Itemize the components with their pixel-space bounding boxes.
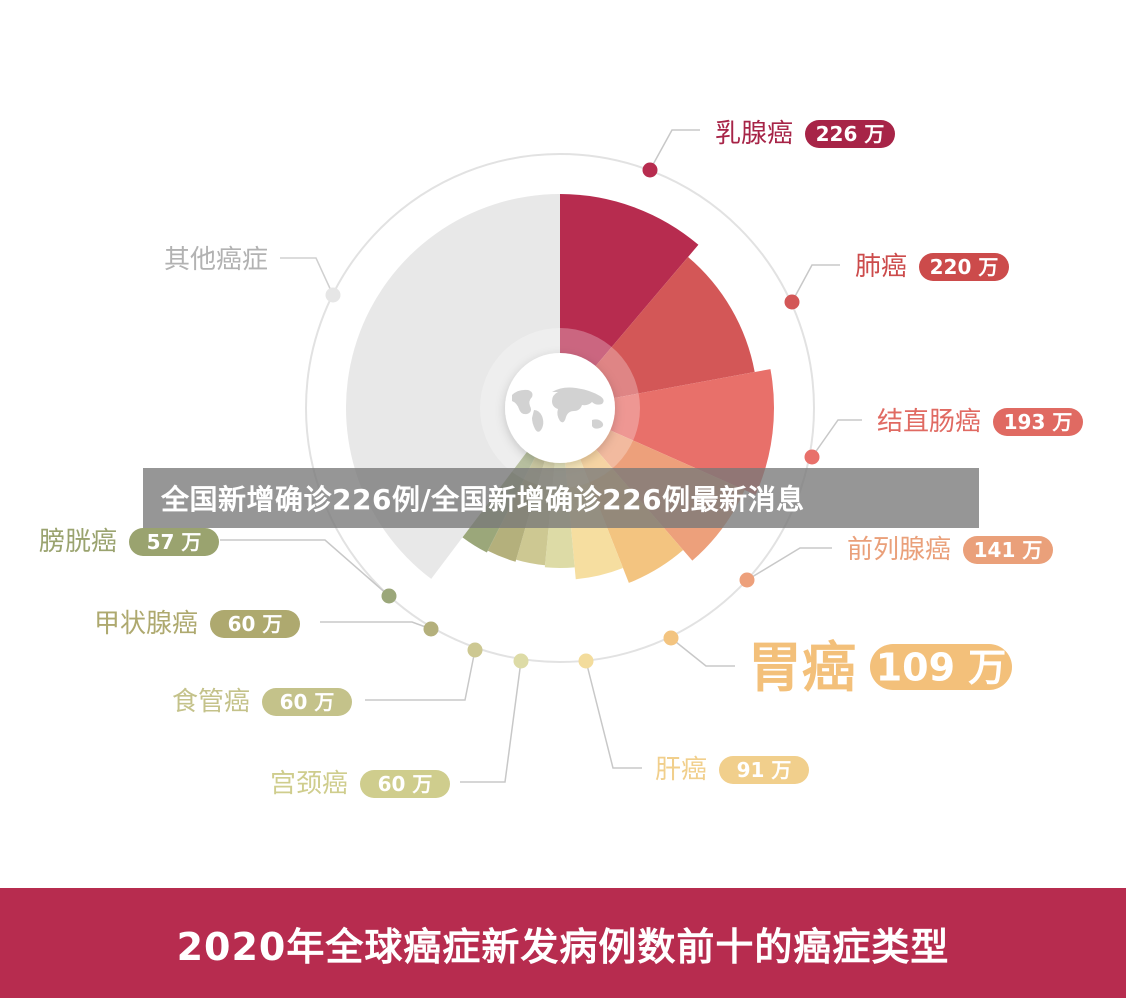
leader-1 [649, 129, 700, 171]
ring-dot-6 [578, 653, 594, 669]
label-9-pill [210, 610, 300, 638]
leader-other [280, 257, 334, 296]
world-map-icon [512, 387, 604, 432]
label-1-value: 226 万 [816, 122, 885, 146]
label-5-pill [870, 644, 1012, 690]
label-7-pill [360, 770, 450, 798]
slice-1 [560, 194, 699, 408]
ring-dot-4 [739, 572, 755, 588]
label-7-value: 60 万 [378, 772, 433, 796]
label-1-pill [805, 120, 895, 148]
leader-9 [320, 621, 432, 630]
ring-dot-7 [513, 653, 529, 669]
slice-2 [560, 256, 755, 408]
ring-dots [325, 162, 820, 669]
leader-5 [670, 637, 735, 667]
label-5-value: 109 万 [876, 646, 1007, 690]
label-9-value: 60 万 [228, 612, 283, 636]
overlay-news-banner: 全国新增确诊226例/全国新增确诊226例最新消息 [143, 468, 979, 528]
leader-6 [585, 660, 642, 769]
label-6-name: 肝癌 [655, 755, 707, 785]
label-3-name: 结直肠癌 [877, 407, 981, 437]
label-10-value: 57 万 [147, 530, 202, 554]
label-8-value: 60 万 [280, 690, 335, 714]
label-5-name: 胃癌 [748, 636, 856, 699]
ring-dot-3 [804, 449, 820, 465]
outer-guide-ring [305, 153, 815, 663]
label-10-pill [129, 528, 219, 556]
overlay-banner-text: 全国新增确诊226例/全国新增确诊226例最新消息 [161, 483, 805, 516]
label-2-name: 肺癌 [855, 252, 907, 282]
label-6-value: 91 万 [737, 758, 792, 782]
ring-dot-10 [381, 588, 397, 604]
label-3-value: 193 万 [1004, 410, 1073, 434]
ring-dot-5 [663, 630, 679, 646]
label-2-pill [919, 253, 1009, 281]
leader-10 [220, 539, 390, 597]
label-2-value: 220 万 [930, 255, 999, 279]
label-8-pill [262, 688, 352, 716]
footer-title-bar: 2020年全球癌症新发病例数前十的癌症类型 [0, 888, 1126, 998]
leader-3 [811, 419, 862, 458]
label-10-name: 膀胱癌 [39, 527, 117, 557]
label-4-pill [963, 536, 1053, 564]
ring-dot-1 [642, 162, 658, 178]
label-4-value: 141 万 [974, 538, 1043, 562]
label-6-pill [719, 756, 809, 784]
ring-dot-2 [784, 294, 800, 310]
label-3-pill [993, 408, 1083, 436]
footer-title: 2020年全球癌症新发病例数前十的癌症类型 [176, 924, 950, 969]
label-1-name: 乳腺癌 [715, 119, 793, 149]
ring-dot-other [325, 287, 341, 303]
label-9-name: 甲状腺癌 [94, 609, 198, 639]
label-4-name: 前列腺癌 [847, 535, 951, 565]
leader-4 [746, 547, 832, 581]
leader-7 [460, 660, 522, 783]
leader-2 [791, 264, 840, 303]
ring-dot-8 [467, 642, 483, 658]
label-7-name: 宫颈癌 [270, 769, 348, 799]
label-other-name: 其他癌症 [164, 245, 268, 275]
leader-lines [220, 129, 862, 783]
label-8-name: 食管癌 [172, 687, 250, 717]
leader-8 [365, 649, 476, 701]
ring-dot-9 [423, 621, 439, 637]
